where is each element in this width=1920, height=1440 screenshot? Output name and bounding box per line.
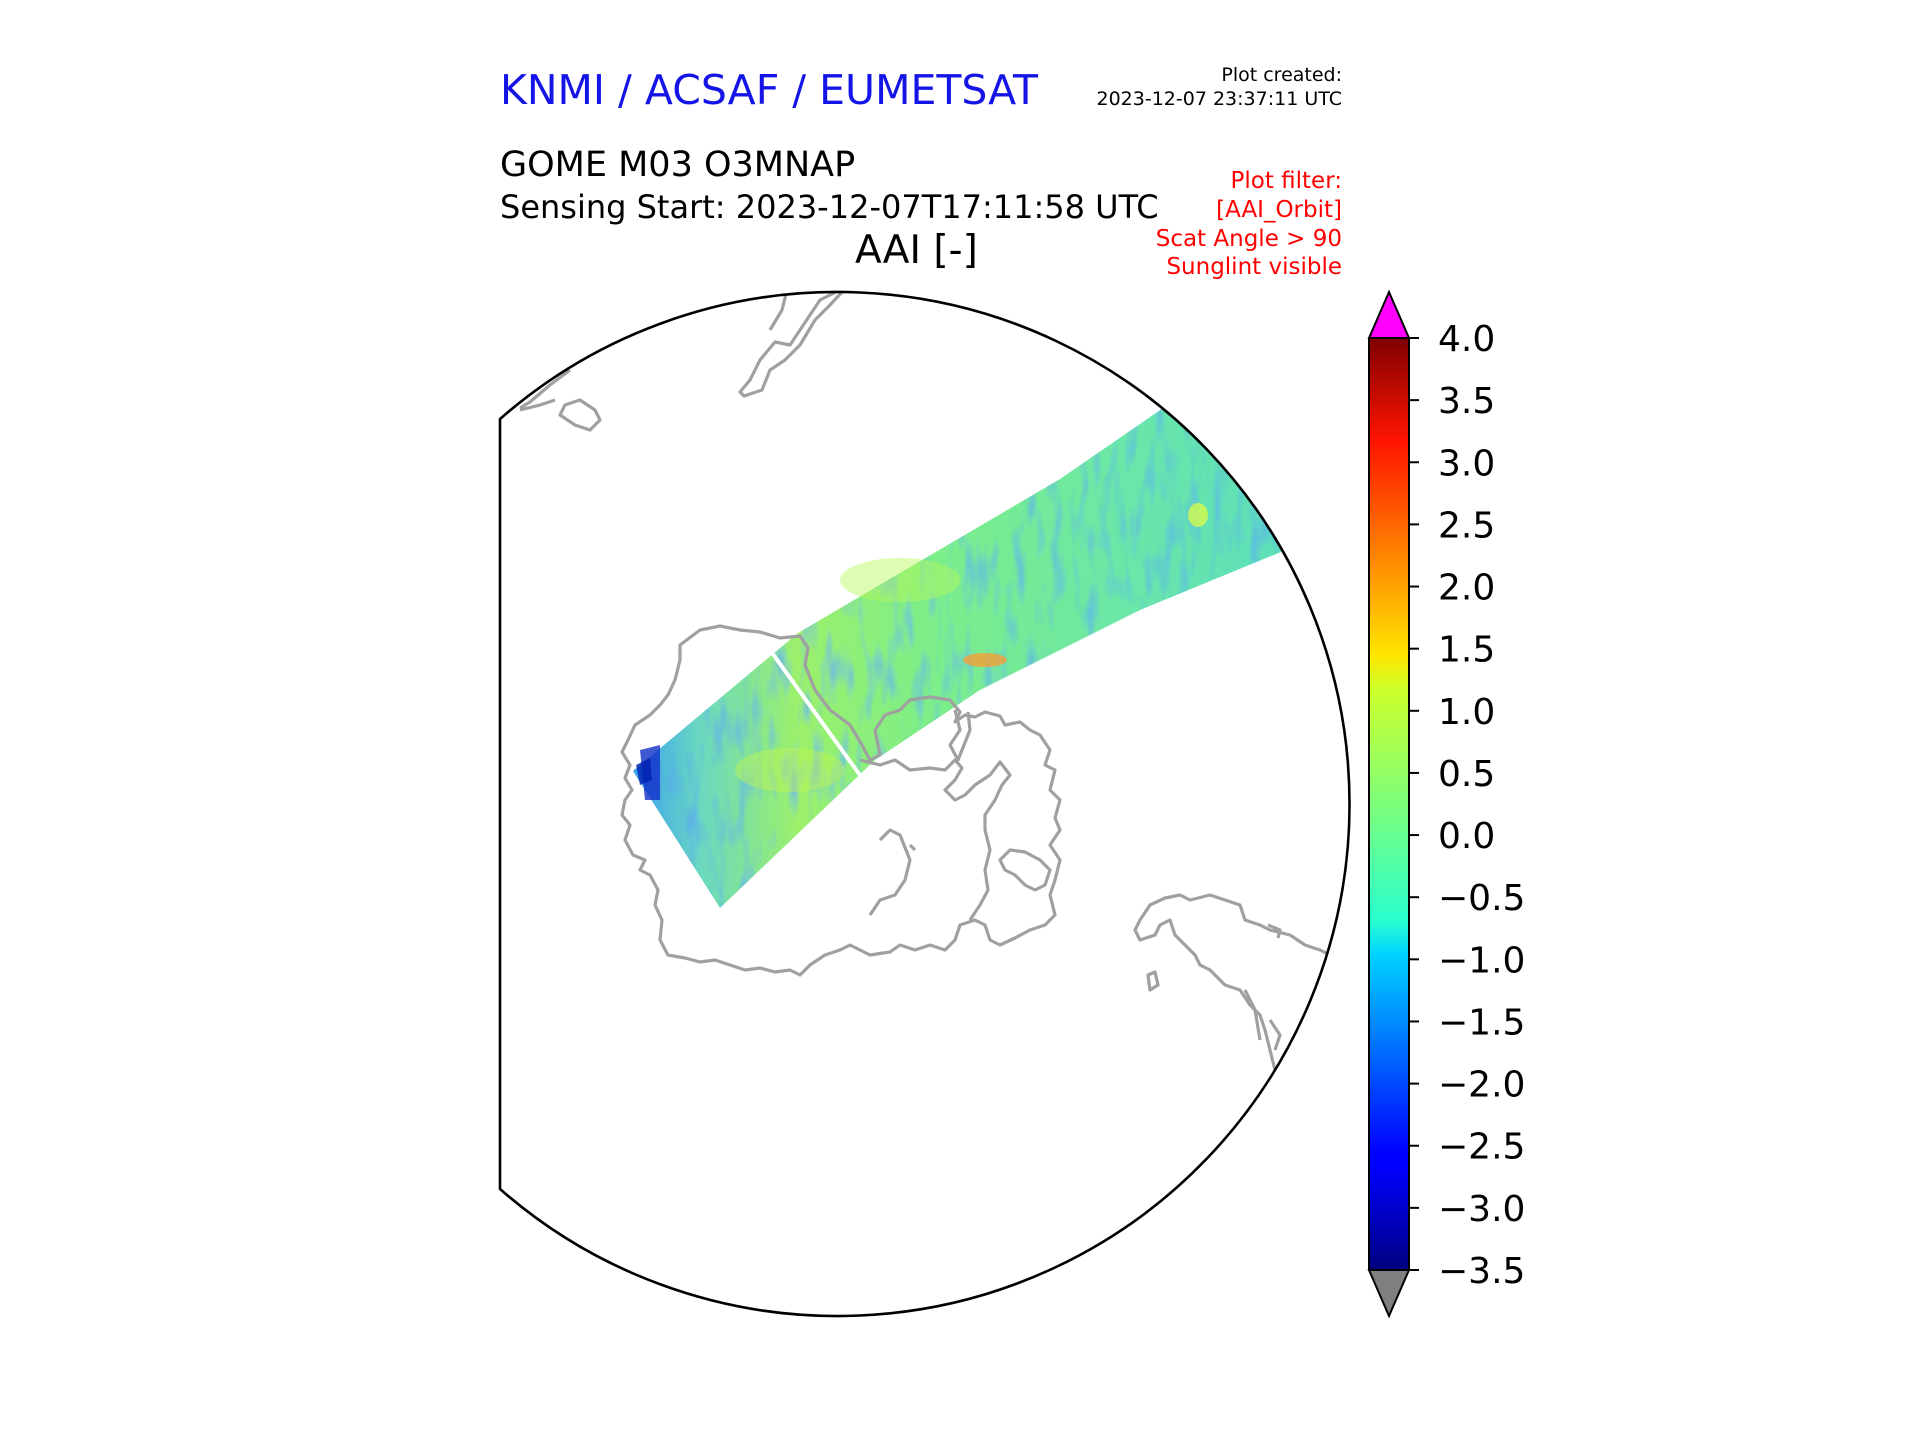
colorbar-tick-label: −3.5	[1438, 1251, 1525, 1292]
aai-swath	[633, 291, 1350, 908]
map-boundary	[498, 290, 1351, 1318]
colorbar-tick-label: 2.5	[1438, 505, 1495, 546]
sensing-start: Sensing Start: 2023-12-07T17:11:58 UTC	[500, 188, 1159, 226]
colorbar-tick-label: −3.0	[1438, 1189, 1525, 1230]
colorbar-tick-label: 3.0	[1438, 443, 1495, 484]
colorbar-tick-label: −1.5	[1438, 1002, 1525, 1043]
colorbar-tick-label: 2.0	[1438, 568, 1495, 609]
agency-title: KNMI / ACSAF / EUMETSAT	[500, 66, 1039, 114]
colorbar-tick-label: 3.5	[1438, 381, 1495, 422]
colorbar-tick-label: 0.5	[1438, 754, 1495, 795]
colorbar-extend-min	[1367, 1269, 1411, 1319]
colorbar-tick-label: −1.0	[1438, 940, 1525, 981]
colorbar: 4.0 3.5 3.0 2.5 2.0 1.5 1.0 0.5 0.0 −0.5 −1.0 −1.5 −…	[1367, 289, 1525, 1319]
colorbar-frame	[1368, 338, 1410, 1270]
plot-filter-line: Scat Angle > 90	[1155, 226, 1342, 252]
plot-filter-line: Plot filter:	[1230, 168, 1342, 194]
colorbar-tick-label: 1.5	[1438, 630, 1495, 671]
colorbar-tick-label: −0.5	[1438, 878, 1525, 919]
colorbar-tick-label: 1.0	[1438, 692, 1495, 733]
colorbar-gradient	[1369, 338, 1409, 1270]
product-title: GOME M03 O3MNAP	[500, 145, 856, 185]
coastlines	[519, 291, 1341, 1071]
plot-filter-line: Sunglint visible	[1166, 254, 1342, 280]
colorbar-tick-label: 4.0	[1438, 319, 1495, 360]
quantity-label: AAI [-]	[855, 228, 978, 273]
colorbar-tick-label: −2.5	[1438, 1127, 1525, 1168]
colorbar-ticks: 4.0 3.5 3.0 2.5 2.0 1.5 1.0 0.5 0.0 −0.5 −1.0 −1.5 −…	[1409, 319, 1525, 1292]
plot-created-label: Plot created:	[1221, 64, 1342, 86]
colorbar-tick-label: −2.0	[1438, 1065, 1525, 1106]
plot-created-timestamp: 2023-12-07 23:37:11 UTC	[1096, 88, 1343, 110]
colorbar-extend-max	[1367, 289, 1411, 339]
colorbar-tick-label: 0.0	[1438, 816, 1495, 857]
plot-filter-line: [AAI_Orbit]	[1216, 197, 1342, 223]
